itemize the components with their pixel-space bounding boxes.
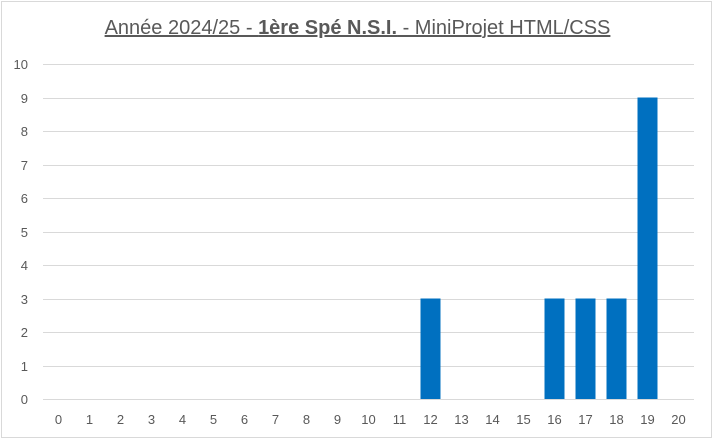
- x-tick-label: 12: [423, 412, 437, 427]
- x-tick-label: 19: [640, 412, 654, 427]
- bar-17: [575, 298, 596, 399]
- chart-title-prefix: Année 2024/25 -: [104, 17, 259, 39]
- chart-title: Année 2024/25 - 1ère Spé N.S.I. - MiniPr…: [0, 17, 715, 40]
- x-tick-label: 8: [303, 412, 310, 427]
- y-tick-label: 7: [21, 158, 28, 173]
- y-tick-label: 8: [21, 124, 28, 139]
- x-tick-label: 2: [117, 412, 124, 427]
- x-tick-label: 4: [179, 412, 186, 427]
- x-tick-label: 18: [609, 412, 623, 427]
- bars: [420, 97, 658, 399]
- x-axis-ticks: 0 1 2 3 4 5 6 7 8 9 10 11 12 13 14 15 16 17 18 19 20: [55, 412, 686, 427]
- bar-16: [544, 298, 565, 399]
- x-tick-label: 5: [210, 412, 217, 427]
- x-tick-label: 16: [547, 412, 561, 427]
- chart-title-bold: 1ère Spé N.S.I.: [258, 17, 398, 39]
- y-tick-label: 9: [21, 91, 28, 106]
- bar-18: [606, 298, 627, 399]
- y-tick-label: 10: [14, 57, 28, 72]
- bar-19: [637, 97, 658, 399]
- chart-title-suffix: - MiniProjet HTML/CSS: [397, 17, 611, 39]
- x-tick-label: 6: [241, 412, 248, 427]
- y-tick-label: 1: [21, 359, 28, 374]
- x-tick-label: 3: [148, 412, 155, 427]
- y-tick-label: 6: [21, 191, 28, 206]
- x-tick-label: 0: [55, 412, 62, 427]
- x-tick-label: 20: [671, 412, 685, 427]
- y-tick-label: 0: [21, 392, 28, 407]
- x-tick-label: 15: [516, 412, 530, 427]
- bar-12: [420, 298, 441, 399]
- x-tick-label: 10: [361, 412, 375, 427]
- y-tick-label: 5: [21, 225, 28, 240]
- y-tick-label: 4: [21, 258, 28, 273]
- y-tick-label: 2: [21, 325, 28, 340]
- x-tick-label: 9: [334, 412, 341, 427]
- x-tick-label: 1: [86, 412, 93, 427]
- x-tick-label: 17: [578, 412, 592, 427]
- y-tick-label: 3: [21, 292, 28, 307]
- x-tick-label: 13: [454, 412, 468, 427]
- gridlines: [43, 64, 694, 400]
- x-tick-label: 14: [485, 412, 499, 427]
- y-axis-ticks: 0 1 2 3 4 5 6 7 8 9 10: [14, 57, 28, 407]
- x-tick-label: 7: [272, 412, 279, 427]
- x-tick-label: 11: [393, 412, 407, 427]
